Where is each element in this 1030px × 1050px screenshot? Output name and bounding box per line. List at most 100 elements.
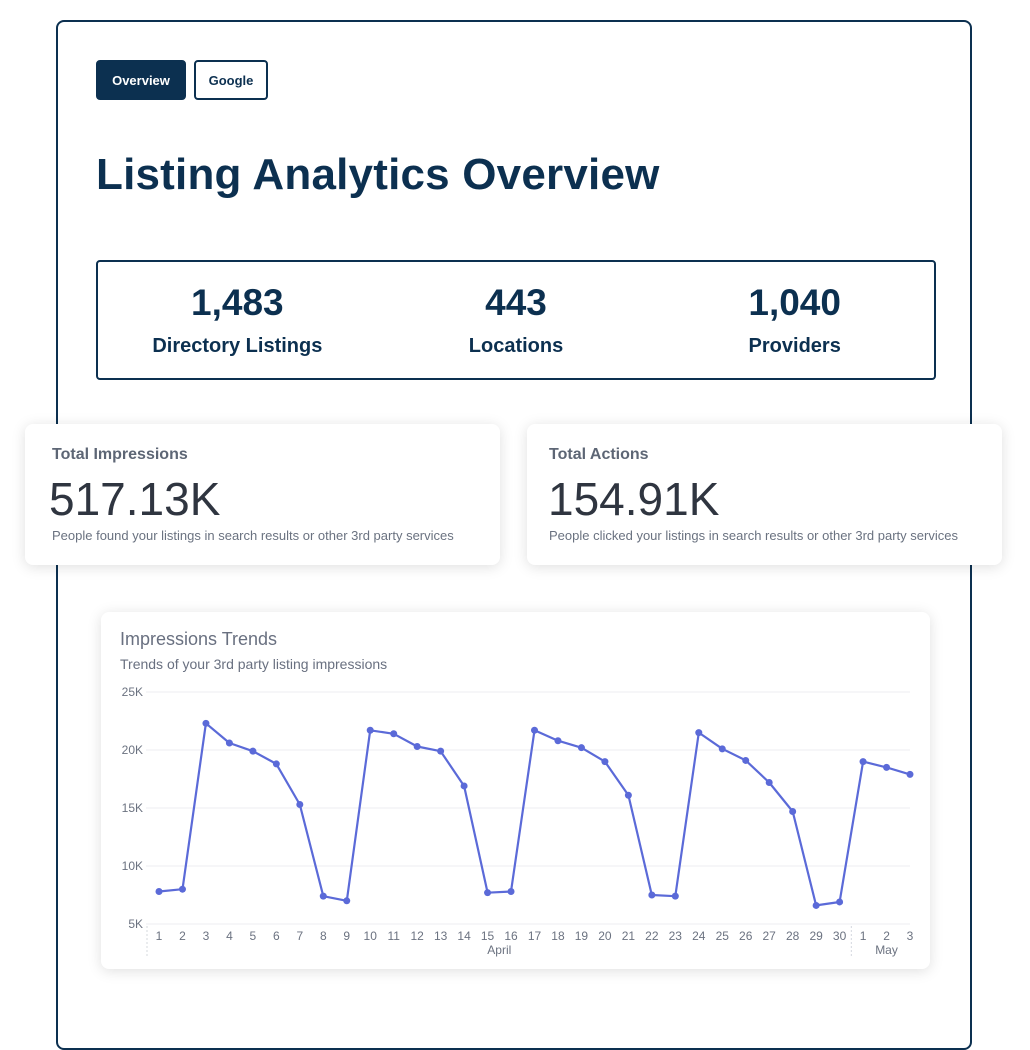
stat-value: 443 bbox=[485, 282, 547, 323]
x-month-label: May bbox=[875, 943, 898, 957]
x-tick-label: 2 bbox=[179, 929, 186, 943]
data-point bbox=[272, 760, 280, 768]
x-tick-label: 20 bbox=[598, 929, 612, 943]
data-point bbox=[366, 726, 374, 734]
stat-providers: 1,040 Providers bbox=[655, 262, 934, 378]
stat-directory-listings: 1,483 Directory Listings bbox=[98, 262, 377, 378]
page-title: Listing Analytics Overview bbox=[96, 150, 660, 199]
x-tick-label: 5 bbox=[250, 929, 257, 943]
data-point bbox=[906, 770, 914, 778]
stat-value: 1,040 bbox=[748, 282, 841, 323]
total-impressions-card: Total Impressions 517.13K People found y… bbox=[25, 424, 500, 565]
data-point bbox=[319, 892, 327, 900]
data-point bbox=[648, 891, 656, 899]
x-month-label: April bbox=[487, 943, 511, 957]
metric-description: People found your listings in search res… bbox=[52, 528, 454, 543]
data-point bbox=[178, 885, 186, 893]
x-tick-label: 21 bbox=[622, 929, 636, 943]
data-point bbox=[601, 758, 609, 766]
data-point bbox=[742, 756, 750, 764]
x-tick-label: 10 bbox=[364, 929, 378, 943]
data-point bbox=[671, 892, 679, 900]
data-point bbox=[883, 763, 891, 771]
data-point bbox=[507, 888, 515, 896]
x-tick-label: 17 bbox=[528, 929, 542, 943]
y-tick-label: 20K bbox=[122, 743, 143, 757]
metric-title: Total Actions bbox=[549, 446, 649, 463]
data-point bbox=[836, 898, 844, 906]
data-point bbox=[155, 888, 163, 896]
x-tick-label: 27 bbox=[763, 929, 777, 943]
data-point bbox=[812, 901, 820, 909]
data-point bbox=[343, 897, 351, 905]
y-tick-label: 25K bbox=[122, 685, 143, 699]
x-tick-label: 23 bbox=[669, 929, 683, 943]
data-point bbox=[460, 782, 468, 790]
data-point bbox=[695, 729, 703, 737]
stat-label: Directory Listings bbox=[152, 335, 323, 357]
x-tick-label: 28 bbox=[786, 929, 800, 943]
x-tick-label: 13 bbox=[434, 929, 448, 943]
chart-subtitle: Trends of your 3rd party listing impress… bbox=[120, 656, 388, 672]
y-tick-label: 10K bbox=[122, 859, 143, 873]
x-tick-label: 30 bbox=[833, 929, 847, 943]
impressions-trends-card: Impressions Trends Trends of your 3rd pa… bbox=[101, 612, 930, 969]
stat-locations: 443 Locations bbox=[377, 262, 656, 378]
y-tick-label: 5K bbox=[128, 917, 143, 931]
x-tick-label: 1 bbox=[156, 929, 163, 943]
x-tick-label: 18 bbox=[551, 929, 565, 943]
x-tick-label: 9 bbox=[343, 929, 350, 943]
data-point bbox=[789, 807, 797, 815]
data-point bbox=[577, 744, 585, 752]
data-point bbox=[554, 737, 562, 745]
data-point bbox=[718, 745, 726, 753]
metric-title: Total Impressions bbox=[52, 446, 188, 463]
data-point bbox=[531, 726, 538, 734]
stat-value: 1,483 bbox=[191, 282, 284, 323]
stat-label: Providers bbox=[748, 335, 841, 357]
tab-google[interactable]: Google bbox=[194, 60, 268, 100]
y-tick-label: 15K bbox=[122, 801, 143, 815]
x-tick-label: 24 bbox=[692, 929, 706, 943]
data-point bbox=[249, 747, 257, 755]
tab-overview[interactable]: Overview bbox=[96, 60, 186, 100]
data-point bbox=[765, 778, 773, 786]
x-tick-label: 3 bbox=[203, 929, 210, 943]
stats-summary: 1,483 Directory Listings 443 Locations 1… bbox=[96, 260, 936, 380]
x-tick-label: 7 bbox=[296, 929, 303, 943]
series-line bbox=[158, 722, 911, 907]
x-tick-label: 26 bbox=[739, 929, 753, 943]
x-tick-label: 29 bbox=[809, 929, 823, 943]
data-point bbox=[413, 743, 421, 751]
x-tick-label: 16 bbox=[504, 929, 518, 943]
metric-description: People clicked your listings in search r… bbox=[549, 528, 958, 543]
data-point bbox=[390, 730, 398, 738]
x-tick-label: 1 bbox=[860, 929, 867, 943]
stat-label: Locations bbox=[468, 335, 564, 357]
metric-value: 154.91K bbox=[548, 473, 720, 525]
tab-bar: Overview Google bbox=[96, 60, 268, 100]
data-point bbox=[202, 719, 210, 727]
x-tick-label: 19 bbox=[575, 929, 589, 943]
metric-value: 517.13K bbox=[49, 473, 221, 525]
x-tick-label: 4 bbox=[226, 929, 233, 943]
x-tick-label: 11 bbox=[387, 929, 400, 943]
x-tick-label: 12 bbox=[410, 929, 424, 943]
total-actions-card: Total Actions 154.91K People clicked you… bbox=[527, 424, 1002, 565]
x-tick-label: 2 bbox=[883, 929, 890, 943]
x-tick-label: 6 bbox=[273, 929, 280, 943]
x-tick-label: 3 bbox=[907, 929, 914, 943]
data-point bbox=[484, 889, 492, 897]
data-point bbox=[225, 739, 233, 747]
data-point bbox=[437, 747, 445, 755]
x-tick-label: 22 bbox=[645, 929, 659, 943]
data-point bbox=[624, 791, 632, 799]
x-tick-label: 8 bbox=[320, 929, 327, 943]
x-tick-label: 25 bbox=[716, 929, 730, 943]
x-tick-label: 15 bbox=[481, 929, 495, 943]
x-tick-label: 14 bbox=[457, 929, 471, 943]
data-point bbox=[296, 801, 304, 809]
data-point bbox=[859, 758, 867, 766]
chart-title: Impressions Trends bbox=[120, 629, 278, 649]
